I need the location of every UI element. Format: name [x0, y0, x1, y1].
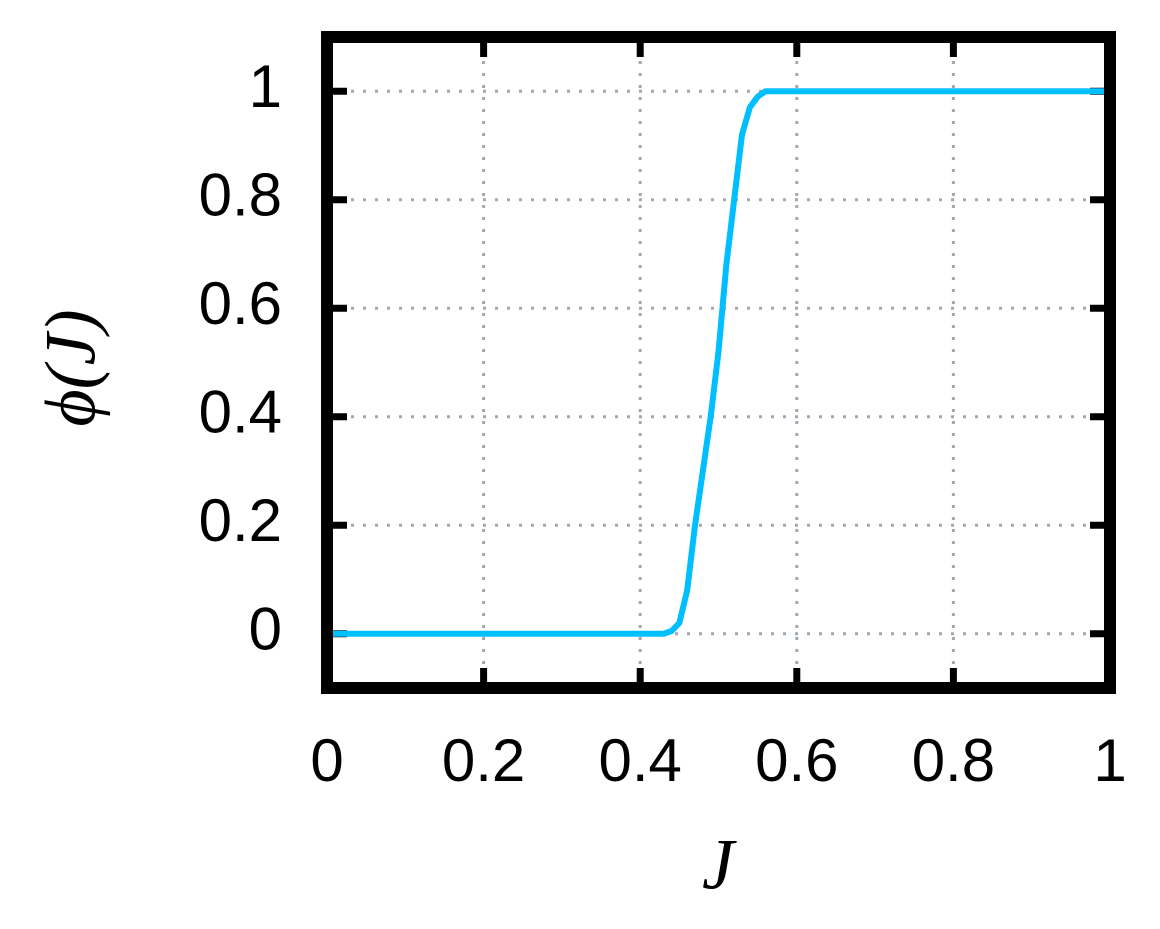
x-tick-label: 0	[310, 727, 343, 794]
x-tick-label: 0.4	[598, 727, 681, 794]
x-tick-label: 0.6	[755, 727, 838, 794]
x-tick-label: 0.8	[912, 727, 995, 794]
y-tick-label: 0.6	[199, 270, 282, 337]
x-tick-label: 0.2	[442, 727, 525, 794]
x-axis-label: J	[702, 825, 737, 905]
y-tick-label: 0.4	[199, 379, 282, 446]
data-line	[327, 88, 1110, 637]
y-tick-label: 0.2	[199, 487, 282, 554]
y-tick-label: 0.8	[199, 162, 282, 229]
y-tick-label: 0	[249, 596, 282, 663]
x-tick-label: 1	[1093, 727, 1126, 794]
y-tick-label: 1	[249, 53, 282, 120]
y-axis-label: ϕ(J)	[31, 309, 111, 426]
plot-frame	[321, 31, 1116, 694]
